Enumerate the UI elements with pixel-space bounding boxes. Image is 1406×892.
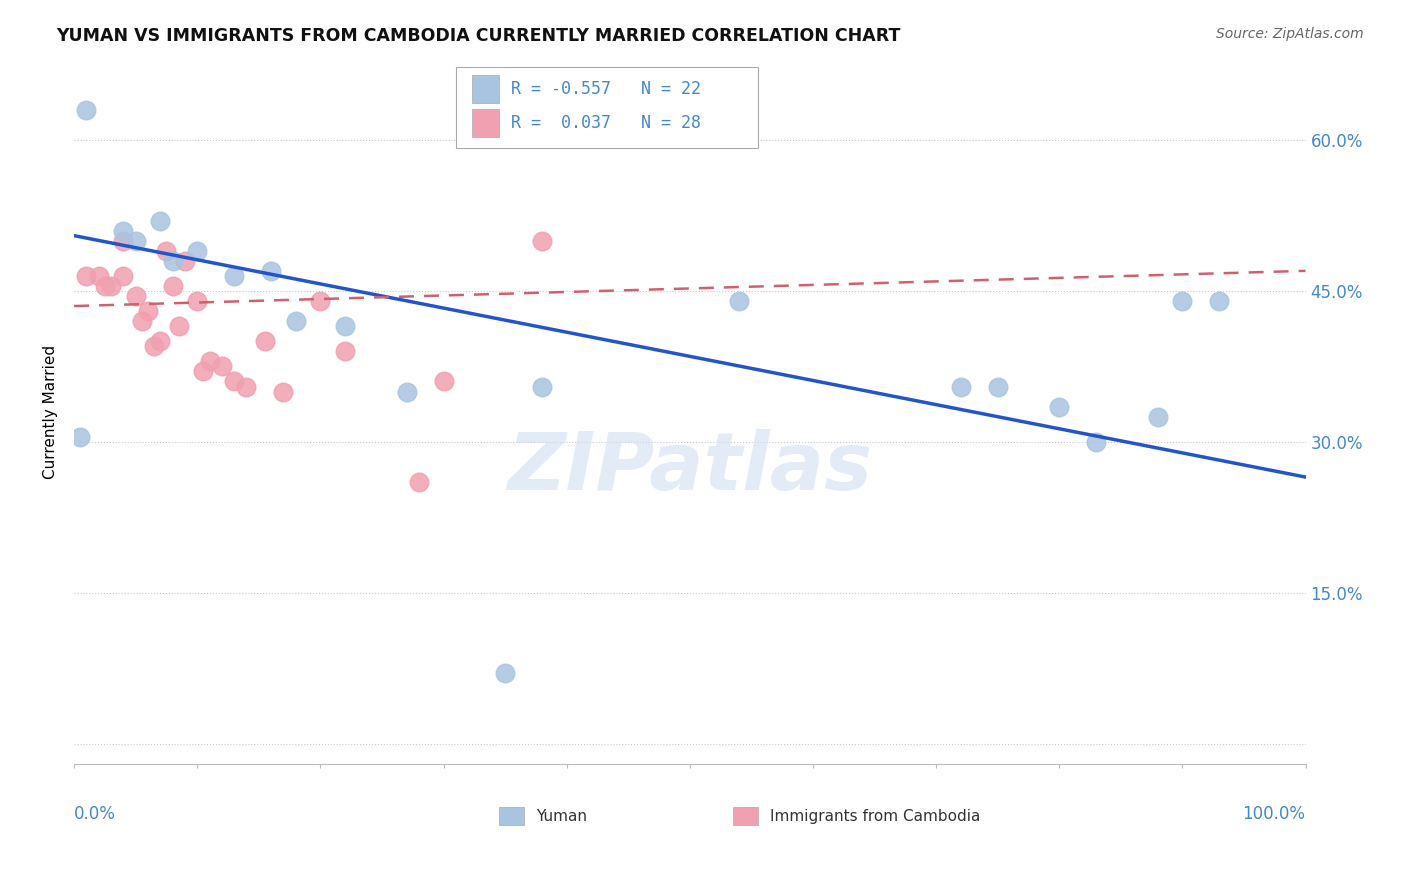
Point: [94, 279, 117, 293]
Text: Source: ZipAtlas.com: Source: ZipAtlas.com: [1216, 27, 1364, 41]
Point: [100, 279, 122, 293]
Point: [224, 268, 246, 283]
Point: [432, 375, 454, 389]
Point: [112, 234, 135, 248]
Point: [949, 379, 972, 393]
Point: [211, 359, 233, 374]
Point: [1208, 293, 1230, 308]
Point: [728, 293, 751, 308]
Point: [1146, 409, 1168, 424]
Y-axis label: Currently Married: Currently Married: [44, 344, 58, 479]
Point: [284, 314, 307, 328]
Bar: [472, 75, 499, 103]
Point: [333, 319, 356, 334]
Text: R = -0.557   N = 22: R = -0.557 N = 22: [512, 80, 702, 98]
Point: [124, 234, 146, 248]
Point: [987, 379, 1010, 393]
Point: [1047, 400, 1070, 414]
Point: [112, 268, 135, 283]
FancyBboxPatch shape: [456, 67, 758, 147]
Point: [162, 279, 184, 293]
Text: 100.0%: 100.0%: [1243, 805, 1306, 823]
Point: [260, 264, 283, 278]
Point: [193, 364, 215, 378]
Point: [87, 268, 110, 283]
Point: [149, 334, 172, 349]
Point: [186, 244, 208, 258]
Point: [143, 339, 166, 353]
Point: [167, 319, 190, 334]
Point: [198, 354, 221, 368]
Point: [224, 375, 246, 389]
Point: [273, 384, 295, 399]
Text: R =  0.037   N = 28: R = 0.037 N = 28: [512, 113, 702, 132]
Point: [174, 253, 197, 268]
Bar: [499, 807, 523, 825]
Point: [1171, 293, 1194, 308]
Text: Immigrants from Cambodia: Immigrants from Cambodia: [770, 809, 980, 824]
Text: YUMAN VS IMMIGRANTS FROM CAMBODIA CURRENTLY MARRIED CORRELATION CHART: YUMAN VS IMMIGRANTS FROM CAMBODIA CURREN…: [56, 27, 901, 45]
Point: [124, 289, 146, 303]
Point: [395, 384, 418, 399]
Point: [1085, 434, 1108, 449]
Point: [149, 213, 172, 227]
Point: [136, 304, 159, 318]
Point: [531, 234, 554, 248]
Bar: [472, 109, 499, 136]
Point: [309, 293, 332, 308]
Point: [75, 103, 97, 117]
Point: [186, 293, 208, 308]
Text: Yuman: Yuman: [536, 809, 586, 824]
Point: [69, 430, 91, 444]
Point: [75, 268, 97, 283]
Point: [253, 334, 276, 349]
Point: [155, 244, 177, 258]
Point: [408, 475, 430, 489]
Point: [162, 253, 184, 268]
Text: ZIPatlas: ZIPatlas: [508, 429, 872, 507]
Point: [333, 344, 356, 359]
Text: 0.0%: 0.0%: [75, 805, 115, 823]
Point: [112, 224, 135, 238]
Point: [494, 666, 516, 681]
Bar: [733, 807, 758, 825]
Point: [235, 379, 257, 393]
Point: [131, 314, 153, 328]
Point: [531, 379, 554, 393]
